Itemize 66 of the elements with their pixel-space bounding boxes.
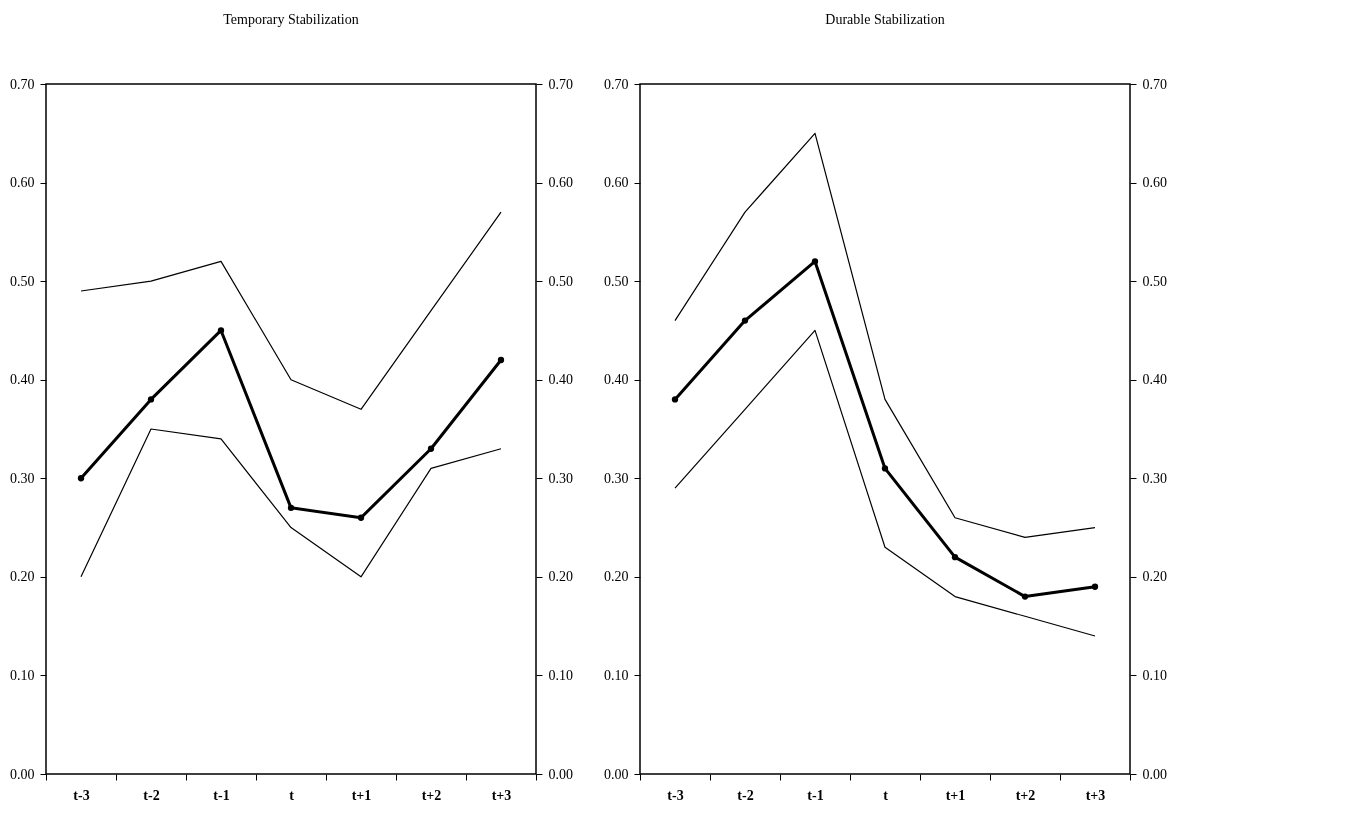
y-tick-label: 0.00 bbox=[604, 766, 629, 782]
point bbox=[357, 514, 365, 521]
y2-tick-label: 0.60 bbox=[1142, 175, 1167, 191]
point bbox=[497, 356, 505, 364]
point bbox=[671, 396, 679, 403]
point bbox=[217, 327, 225, 334]
y2-tick-label: 0.40 bbox=[548, 372, 573, 388]
y2-tick-label: 0.70 bbox=[548, 76, 573, 92]
point bbox=[147, 396, 155, 403]
y-tick-label: 0.60 bbox=[10, 175, 35, 191]
x-tick-label: t+3 bbox=[491, 787, 512, 803]
y-tick-label: 0.10 bbox=[10, 667, 35, 683]
y2-tick-label: 0.30 bbox=[1142, 470, 1167, 486]
line-series bbox=[80, 428, 502, 578]
y2-tick-label: 0.20 bbox=[548, 569, 573, 585]
chart-title: Temporary Stabilization bbox=[223, 12, 359, 27]
point bbox=[287, 504, 295, 512]
y-tick-label: 0.40 bbox=[10, 372, 35, 388]
point bbox=[881, 465, 889, 472]
x-tick-label: t+3 bbox=[1085, 787, 1106, 803]
y-tick-label: 0.50 bbox=[10, 273, 35, 289]
y2-tick-label: 0.10 bbox=[1142, 667, 1167, 683]
y2-tick-label: 0.60 bbox=[548, 175, 573, 191]
y-tick-label: 0.20 bbox=[604, 569, 629, 585]
y-tick-label: 0.10 bbox=[604, 667, 629, 683]
y-tick-label: 0.00 bbox=[10, 766, 35, 782]
point bbox=[741, 317, 749, 324]
point bbox=[77, 475, 85, 482]
y2-tick-label: 0.40 bbox=[1142, 372, 1167, 388]
x-tick-label: t+2 bbox=[1015, 787, 1036, 803]
y-tick-label: 0.50 bbox=[604, 273, 629, 289]
y2-tick-label: 0.10 bbox=[548, 667, 573, 683]
y2-tick-label: 0.20 bbox=[1142, 569, 1167, 585]
line-series bbox=[80, 211, 502, 410]
y-tick-label: 0.40 bbox=[604, 372, 629, 388]
x-tick-label: t-1 bbox=[213, 787, 230, 803]
y2-tick-label: 0.50 bbox=[1142, 273, 1167, 289]
x-tick-label: t bbox=[289, 787, 295, 803]
y2-tick-label: 0.50 bbox=[548, 273, 573, 289]
y2-tick-label: 0.00 bbox=[548, 766, 573, 782]
chart-title: Durable Stabilization bbox=[825, 12, 945, 27]
point bbox=[427, 445, 435, 452]
x-tick-label: t+1 bbox=[945, 787, 966, 803]
y2-tick-label: 0.00 bbox=[1142, 766, 1167, 782]
x-tick-label: t-1 bbox=[807, 787, 824, 803]
line-series bbox=[674, 329, 1096, 637]
y-tick-label: 0.70 bbox=[10, 76, 35, 92]
y2-tick-label: 0.70 bbox=[1142, 76, 1167, 92]
y-tick-label: 0.70 bbox=[604, 76, 629, 92]
x-tick-label: t+1 bbox=[351, 787, 372, 803]
y-tick-label: 0.20 bbox=[10, 569, 35, 585]
x-tick-label: t-2 bbox=[143, 787, 160, 803]
y-tick-label: 0.30 bbox=[10, 470, 35, 486]
x-tick-label: t+2 bbox=[421, 787, 442, 803]
line-series bbox=[674, 132, 1096, 539]
x-tick-label: t bbox=[883, 787, 889, 803]
point bbox=[811, 258, 819, 265]
x-tick-label: t-2 bbox=[737, 787, 754, 803]
y-tick-label: 0.60 bbox=[604, 175, 629, 191]
y2-tick-label: 0.30 bbox=[548, 470, 573, 486]
point bbox=[1021, 593, 1029, 600]
x-tick-label: t-3 bbox=[667, 787, 684, 803]
point bbox=[1091, 583, 1099, 590]
y-tick-label: 0.30 bbox=[604, 470, 629, 486]
x-tick-label: t-3 bbox=[73, 787, 90, 803]
point bbox=[951, 553, 959, 561]
